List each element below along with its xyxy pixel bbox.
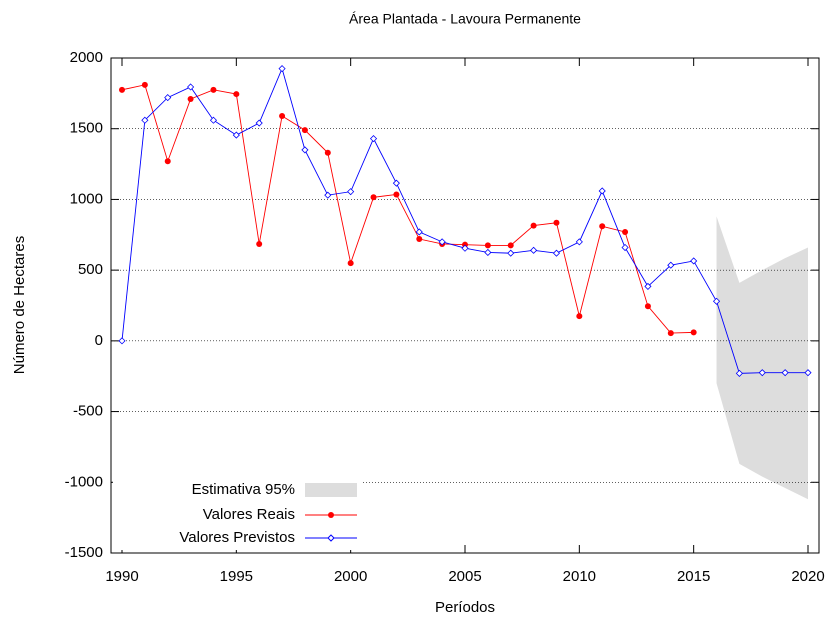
legend-swatch (305, 483, 357, 497)
point (209, 116, 218, 124)
point (553, 219, 560, 226)
point (415, 228, 423, 236)
point (301, 127, 308, 134)
point (370, 194, 377, 201)
point (438, 238, 446, 246)
point (667, 261, 675, 269)
point (690, 329, 697, 336)
point (301, 146, 309, 154)
point (644, 282, 652, 290)
legend-label: Valores Previstos (179, 529, 295, 546)
y-tick-label: -1500 (65, 544, 103, 561)
x-tick-label: 2010 (563, 568, 596, 585)
point (187, 83, 195, 91)
point (598, 187, 606, 195)
point (256, 240, 263, 247)
point (621, 243, 629, 252)
point (599, 223, 606, 230)
point (324, 191, 332, 199)
legend-label: Estimativa 95% (192, 481, 295, 498)
point (416, 236, 423, 243)
point (507, 249, 515, 257)
point (187, 96, 194, 103)
point (141, 116, 149, 124)
point (758, 369, 766, 377)
y-tick-label: 2000 (70, 49, 103, 66)
point (324, 149, 331, 156)
point (667, 330, 674, 337)
line (121, 67, 808, 374)
plot-frame (110, 57, 820, 554)
confidence-band (716, 216, 808, 500)
point (712, 297, 721, 305)
x-tick-label: 1995 (220, 568, 253, 585)
point (393, 191, 400, 198)
point (118, 337, 126, 345)
point (781, 369, 789, 377)
point (735, 369, 743, 377)
y-tick-label: 0 (95, 332, 103, 349)
point (575, 238, 583, 246)
point (210, 86, 217, 93)
point (461, 244, 469, 252)
x-tick-label: 2000 (334, 568, 367, 585)
point (392, 179, 400, 187)
point (484, 248, 492, 257)
point (690, 257, 698, 265)
y-tick-label: -500 (73, 403, 103, 420)
point (347, 260, 354, 267)
point (279, 112, 286, 119)
point (164, 158, 171, 165)
point (164, 94, 172, 102)
y-tick-label: 1000 (70, 190, 103, 207)
point (576, 313, 583, 320)
x-tick-label: 2005 (448, 568, 481, 585)
point (484, 242, 491, 249)
point (232, 131, 240, 139)
x-tick-label: 1990 (105, 568, 138, 585)
point (552, 249, 561, 257)
legend-marker (327, 534, 335, 542)
y-tick-label: 500 (78, 261, 103, 278)
point (804, 369, 812, 377)
point (530, 222, 537, 229)
line (121, 84, 694, 334)
point (141, 81, 148, 88)
point (347, 188, 355, 196)
x-tick-label: 2015 (677, 568, 710, 585)
point (255, 119, 263, 127)
y-tick-label: -1000 (65, 473, 103, 490)
y-tick-label: 1500 (70, 120, 103, 137)
point (233, 91, 240, 98)
legend-label: Valores Reais (203, 506, 295, 523)
point (530, 246, 538, 254)
x-tick-label: 2020 (791, 568, 824, 585)
point (622, 228, 629, 235)
legend-marker (328, 512, 334, 518)
point (119, 86, 125, 93)
chart-title: Área Plantada - Lavoura Permanente (349, 11, 581, 27)
point (278, 65, 286, 73)
x-axis-label: Períodos (435, 599, 495, 616)
point (507, 242, 514, 249)
point (644, 303, 651, 310)
y-axis-label: Número de Hectares (11, 236, 28, 374)
point (369, 135, 378, 143)
